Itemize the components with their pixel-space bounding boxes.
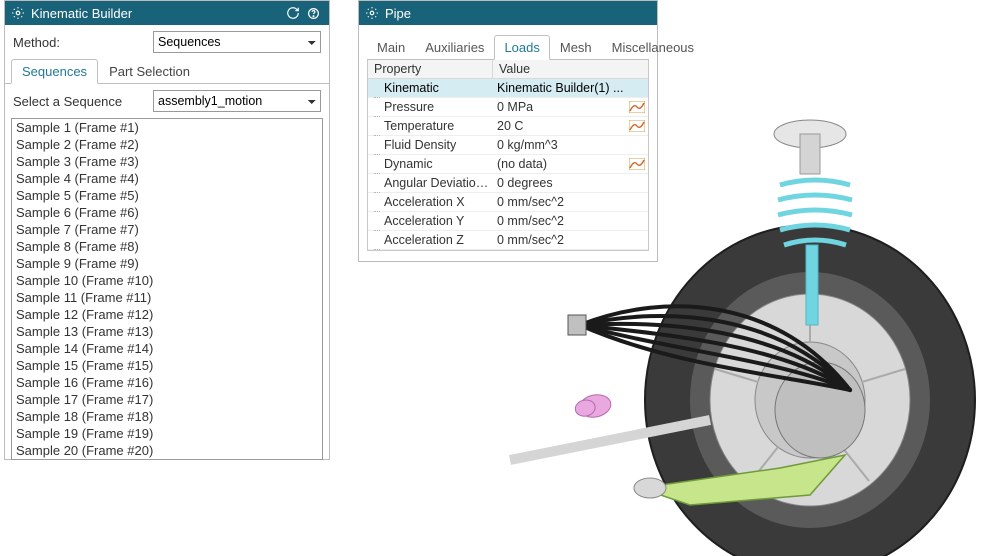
list-item[interactable]: Sample 7 (Frame #7)	[12, 221, 322, 238]
list-item[interactable]: Sample 6 (Frame #6)	[12, 204, 322, 221]
property-name: Fluid Density	[382, 138, 493, 152]
pipe-tab-mesh[interactable]: Mesh	[550, 35, 602, 60]
list-item[interactable]: Sample 2 (Frame #2)	[12, 136, 322, 153]
col-property: Property	[368, 60, 493, 78]
pipe-tab-auxiliaries[interactable]: Auxiliaries	[415, 35, 494, 60]
sequence-select[interactable]: assembly1_motion	[153, 90, 321, 112]
kb-titlebar: Kinematic Builder	[5, 1, 329, 25]
pipe-tab-miscellaneous[interactable]: Miscellaneous	[602, 35, 704, 60]
method-row: Method: Sequences	[13, 31, 321, 53]
property-name: Acceleration Y	[382, 214, 493, 228]
kb-body: Method: Sequences SequencesPart Selectio…	[5, 25, 329, 460]
property-name: Kinematic	[382, 81, 493, 95]
pipe-tab-main[interactable]: Main	[367, 35, 415, 60]
pipe-title: Pipe	[385, 6, 411, 21]
list-item[interactable]: Sample 19 (Frame #19)	[12, 425, 322, 442]
list-item[interactable]: Sample 14 (Frame #14)	[12, 340, 322, 357]
kb-tab-sequences[interactable]: Sequences	[11, 59, 98, 84]
refresh-button[interactable]	[283, 3, 303, 23]
list-item[interactable]: Sample 17 (Frame #17)	[12, 391, 322, 408]
kinematic-builder-panel: Kinematic Builder Method: Sequences Sequ…	[4, 0, 330, 460]
list-item[interactable]: Sample 13 (Frame #13)	[12, 323, 322, 340]
3d-viewport[interactable]	[480, 90, 1000, 556]
pipe-tabs: MainAuxiliariesLoadsMeshMiscellaneous	[367, 35, 649, 60]
list-item[interactable]: Sample 1 (Frame #1)	[12, 119, 322, 136]
kb-title: Kinematic Builder	[31, 6, 132, 21]
list-item[interactable]: Sample 3 (Frame #3)	[12, 153, 322, 170]
list-item[interactable]: Sample 4 (Frame #4)	[12, 170, 322, 187]
list-item[interactable]: Sample 16 (Frame #16)	[12, 374, 322, 391]
list-item[interactable]: Sample 18 (Frame #18)	[12, 408, 322, 425]
method-select[interactable]: Sequences	[153, 31, 321, 53]
property-name: Acceleration X	[382, 195, 493, 209]
property-name: Dynamic	[382, 157, 493, 171]
sequence-label: Select a Sequence	[13, 94, 153, 109]
property-name: Acceleration Z	[382, 233, 493, 247]
help-button[interactable]	[303, 3, 323, 23]
property-grid-header: Property Value	[368, 60, 648, 79]
sequence-list[interactable]: Sample 1 (Frame #1)Sample 2 (Frame #2)Sa…	[11, 118, 323, 460]
list-item[interactable]: Sample 8 (Frame #8)	[12, 238, 322, 255]
gear-icon	[365, 6, 379, 20]
list-item[interactable]: Sample 20 (Frame #20)	[12, 442, 322, 459]
list-item[interactable]: Sample 15 (Frame #15)	[12, 357, 322, 374]
list-item[interactable]: Sample 10 (Frame #10)	[12, 272, 322, 289]
kb-tab-part-selection[interactable]: Part Selection	[98, 59, 201, 84]
property-name: Angular Deviation ...	[382, 176, 493, 190]
list-item[interactable]: Sample 5 (Frame #5)	[12, 187, 322, 204]
sequence-row: Select a Sequence assembly1_motion	[13, 90, 321, 112]
list-item[interactable]: Sample 9 (Frame #9)	[12, 255, 322, 272]
gear-icon	[11, 6, 25, 20]
list-item[interactable]: Sample 11 (Frame #11)	[12, 289, 322, 306]
list-item[interactable]: Sample 12 (Frame #12)	[12, 306, 322, 323]
col-value: Value	[493, 60, 648, 78]
pipe-titlebar: Pipe	[359, 1, 657, 25]
pipe-tab-loads[interactable]: Loads	[494, 35, 549, 60]
kb-tabs: SequencesPart Selection	[5, 59, 329, 84]
property-name: Temperature	[382, 119, 493, 133]
property-name: Pressure	[382, 100, 493, 114]
method-label: Method:	[13, 35, 153, 50]
